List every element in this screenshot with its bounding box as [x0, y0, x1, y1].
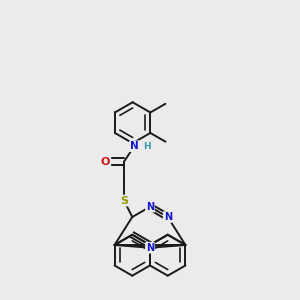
Text: O: O [101, 157, 110, 166]
Text: N: N [146, 243, 154, 253]
Text: N: N [164, 212, 172, 222]
Text: N: N [146, 202, 154, 212]
Text: H: H [143, 142, 151, 151]
Text: N: N [130, 141, 139, 151]
Text: S: S [120, 196, 128, 206]
